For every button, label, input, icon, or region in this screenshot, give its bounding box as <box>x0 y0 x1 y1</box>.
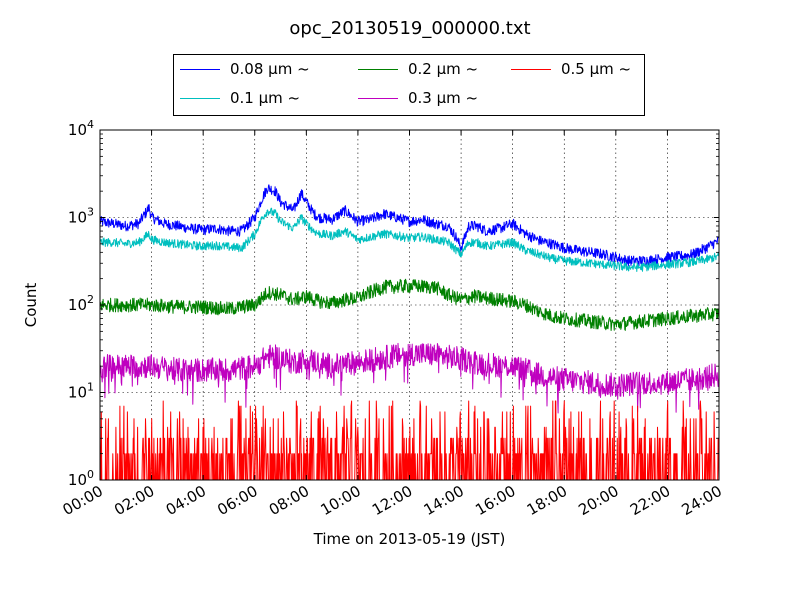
x-tick-label: 02:00 <box>111 482 157 519</box>
series-line-0.5 <box>100 400 719 480</box>
legend-swatch <box>180 98 220 99</box>
legend-swatch <box>180 69 220 70</box>
series-line-0.1 <box>100 207 719 272</box>
y-tick-label: 103 <box>68 206 94 227</box>
series-line-0.08 <box>100 184 719 267</box>
x-tick-label: 16:00 <box>472 482 518 519</box>
legend-label: 0.1 μm ~ <box>230 89 301 107</box>
x-tick-label: 14:00 <box>421 482 467 519</box>
y-axis-label: Count <box>22 283 40 328</box>
x-tick-label: 12:00 <box>369 482 415 519</box>
legend-label: 0.08 μm ~ <box>230 60 310 78</box>
legend-label: 0.2 μm ~ <box>408 60 479 78</box>
y-tick-label: 104 <box>68 118 94 139</box>
series-line-0.2 <box>100 278 719 331</box>
y-tick-label: 100 <box>68 468 94 489</box>
x-tick-label: 08:00 <box>266 482 312 519</box>
x-tick-label: 10:00 <box>317 482 363 519</box>
y-tick-label: 101 <box>68 381 94 402</box>
legend-swatch <box>358 98 398 99</box>
legend-label: 0.5 μm ~ <box>561 60 632 78</box>
legend-label: 0.3 μm ~ <box>408 89 479 107</box>
x-tick-label: 20:00 <box>575 482 621 519</box>
x-axis-label: Time on 2013-05-19 (JST) <box>313 530 506 548</box>
series-line-0.3 <box>100 342 719 414</box>
legend-swatch <box>358 69 398 70</box>
chart-title: opc_20130519_000000.txt <box>289 18 531 39</box>
legend-swatch <box>511 69 551 70</box>
x-tick-label: 06:00 <box>214 482 260 519</box>
legend: 0.08 μm ~ 0.1 μm ~ 0.2 μm ~ 0.3 μm ~ 0.5 μm … <box>173 54 645 116</box>
x-tick-label: 04:00 <box>163 482 209 519</box>
y-tick-label: 102 <box>68 293 94 314</box>
x-tick-label: 18:00 <box>524 482 570 519</box>
x-tick-label: 24:00 <box>679 482 725 519</box>
x-tick-label: 22:00 <box>627 482 673 519</box>
series-layer <box>100 184 719 480</box>
